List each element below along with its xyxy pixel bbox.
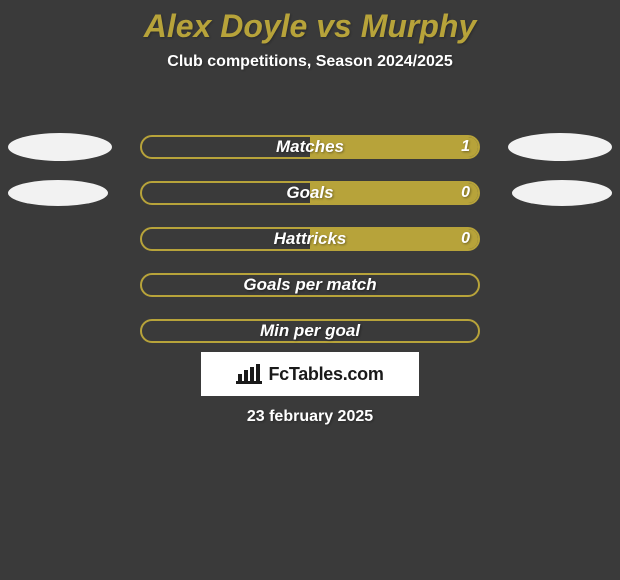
stat-row: Matches1 (0, 124, 620, 170)
player-right-marker (508, 133, 612, 161)
player-left-marker (8, 133, 112, 161)
stat-row: Hattricks0 (0, 216, 620, 262)
source-logo: FcTables.com (201, 352, 419, 396)
player-left-marker (8, 180, 108, 206)
stat-bar (140, 319, 480, 343)
stat-row: Goals0 (0, 170, 620, 216)
stat-row: Goals per match (0, 262, 620, 308)
stat-bar-right-fill (310, 137, 478, 157)
page-title: Alex Doyle vs Murphy (0, 0, 620, 45)
stat-bar (140, 227, 480, 251)
stat-row: Min per goal (0, 308, 620, 354)
logo-text: FcTables.com (268, 364, 383, 385)
stat-value-right: 0 (461, 230, 470, 248)
footer-date: 23 february 2025 (0, 408, 620, 426)
stat-bar (140, 273, 480, 297)
subtitle: Club competitions, Season 2024/2025 (0, 53, 620, 71)
stat-bar (140, 181, 480, 205)
stat-value-right: 1 (461, 138, 470, 156)
comparison-infographic: Alex Doyle vs Murphy Club competitions, … (0, 0, 620, 580)
stat-value-right: 0 (461, 184, 470, 202)
bars-icon (236, 364, 262, 384)
stat-bar (140, 135, 480, 159)
stat-bar-right-fill (310, 229, 478, 249)
stat-bar-right-fill (310, 183, 478, 203)
player-right-marker (512, 180, 612, 206)
stat-rows: Matches1Goals0Hattricks0Goals per matchM… (0, 124, 620, 354)
